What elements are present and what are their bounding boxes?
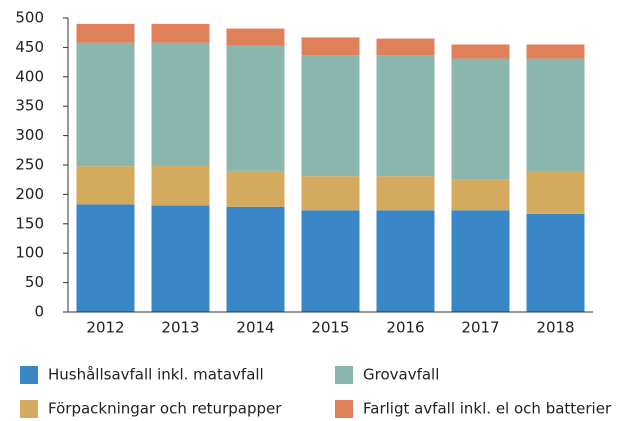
x-tick-label: 2015 — [311, 319, 349, 337]
bar-segment — [151, 23, 210, 43]
y-tick-label: 100 — [15, 244, 44, 262]
bar-segment — [301, 37, 360, 56]
y-tick-label: 350 — [15, 97, 44, 115]
y-tick-label: 400 — [15, 67, 44, 85]
y-tick-label: 0 — [34, 303, 44, 321]
y-tick-label: 300 — [15, 126, 44, 144]
x-tick-label: 2012 — [86, 319, 124, 337]
x-tick-label: 2014 — [236, 319, 274, 337]
bar-segment — [76, 23, 135, 43]
y-tick-label: 450 — [15, 38, 44, 56]
bar-segment — [526, 171, 585, 214]
bar-segment — [451, 44, 510, 59]
bar-segment — [451, 210, 510, 312]
x-tick-label: 2017 — [461, 319, 499, 337]
bar-segment — [226, 170, 285, 207]
bar-segment — [526, 58, 585, 172]
x-tick-label: 2016 — [386, 319, 424, 337]
bar-segment — [376, 210, 435, 312]
bar-segment — [226, 206, 285, 312]
y-tick-label: 200 — [15, 185, 44, 203]
bar-segment — [151, 205, 210, 312]
bar-segment — [151, 42, 210, 166]
bar-segment — [76, 166, 135, 205]
legend-label: Farligt avfall inkl. el och batterier — [363, 400, 612, 418]
bar-segment — [376, 176, 435, 211]
bar-segment — [301, 55, 360, 177]
bar-segment — [301, 176, 360, 211]
legend-label: Grovavfall — [363, 366, 439, 384]
legend-swatch — [20, 366, 38, 384]
x-tick-label: 2018 — [536, 319, 574, 337]
x-tick-label: 2013 — [161, 319, 199, 337]
legend-label: Hushållsavfall inkl. matavfall — [48, 366, 264, 384]
bar-segment — [76, 204, 135, 312]
legend-swatch — [335, 400, 353, 418]
y-tick-label: 50 — [25, 273, 44, 291]
bar-segment — [301, 210, 360, 312]
legend-label: Förpackningar och returpapper — [48, 400, 282, 418]
legend-swatch — [20, 400, 38, 418]
bar-segment — [76, 42, 135, 167]
bar-segment — [451, 58, 510, 180]
bar-segment — [526, 44, 585, 59]
bar-segment — [226, 45, 285, 171]
bar-segment — [151, 165, 210, 206]
y-tick-label: 150 — [15, 214, 44, 232]
bar-segment — [376, 55, 435, 177]
y-tick-label: 500 — [15, 9, 44, 27]
bar-segment — [226, 28, 285, 46]
bar-segment — [451, 179, 510, 211]
bar-segment — [526, 213, 585, 312]
y-tick-label: 250 — [15, 156, 44, 174]
bar-segment — [376, 38, 435, 56]
legend-swatch — [335, 366, 353, 384]
